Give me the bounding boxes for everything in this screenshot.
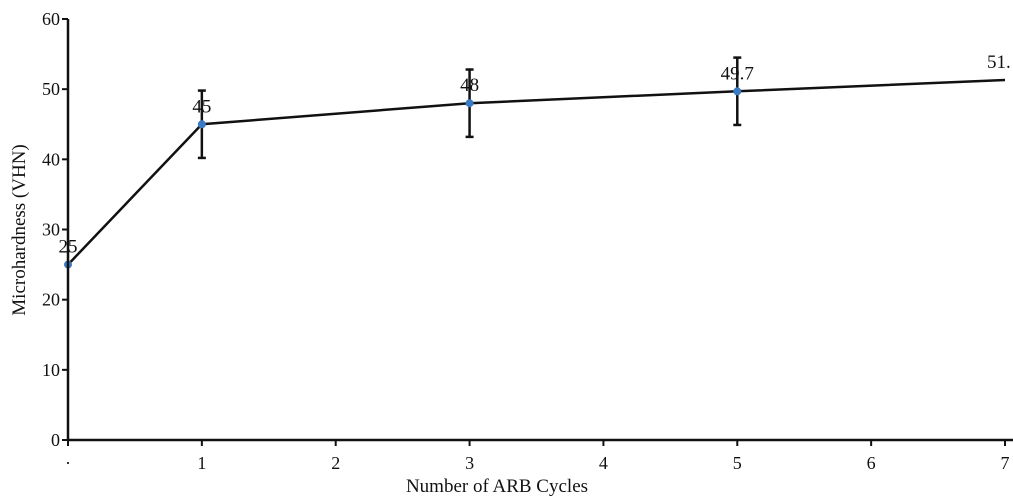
- data-labels-group: 25454849.751.: [59, 52, 1011, 258]
- x-axis-title: Number of ARB Cycles: [406, 476, 588, 497]
- y-tick-label: 10: [42, 360, 60, 380]
- x-tick-label: ·: [65, 453, 71, 473]
- data-label: 51.: [987, 52, 1011, 73]
- x-tick-label: 5: [733, 453, 742, 473]
- y-tick-label: 50: [42, 79, 60, 99]
- markers-group: [64, 87, 742, 269]
- x-tick-label: 2: [331, 453, 340, 473]
- data-point-marker: [465, 99, 474, 108]
- data-label: 45: [192, 96, 211, 117]
- y-tick-label: 60: [42, 9, 60, 29]
- x-tick-label: 1: [197, 453, 206, 473]
- error-bars-group: [197, 56, 742, 160]
- data-label: 49.7: [721, 63, 754, 84]
- x-tick-label: 4: [599, 453, 608, 473]
- data-point-marker: [197, 120, 206, 129]
- y-tick-label: 40: [42, 149, 60, 169]
- y-tick-label: 30: [42, 220, 60, 240]
- x-tick-label: 3: [465, 453, 474, 473]
- data-label: 48: [460, 75, 479, 96]
- axes-group: [66, 19, 1013, 442]
- x-tick-label: 7: [1001, 453, 1010, 473]
- y-tick-label: 0: [51, 430, 60, 450]
- data-point-marker: [733, 87, 742, 96]
- y-axis-title: Microhardness (VHN): [9, 144, 30, 315]
- x-tick-label: 6: [867, 453, 876, 473]
- y-tick-label: 20: [42, 290, 60, 310]
